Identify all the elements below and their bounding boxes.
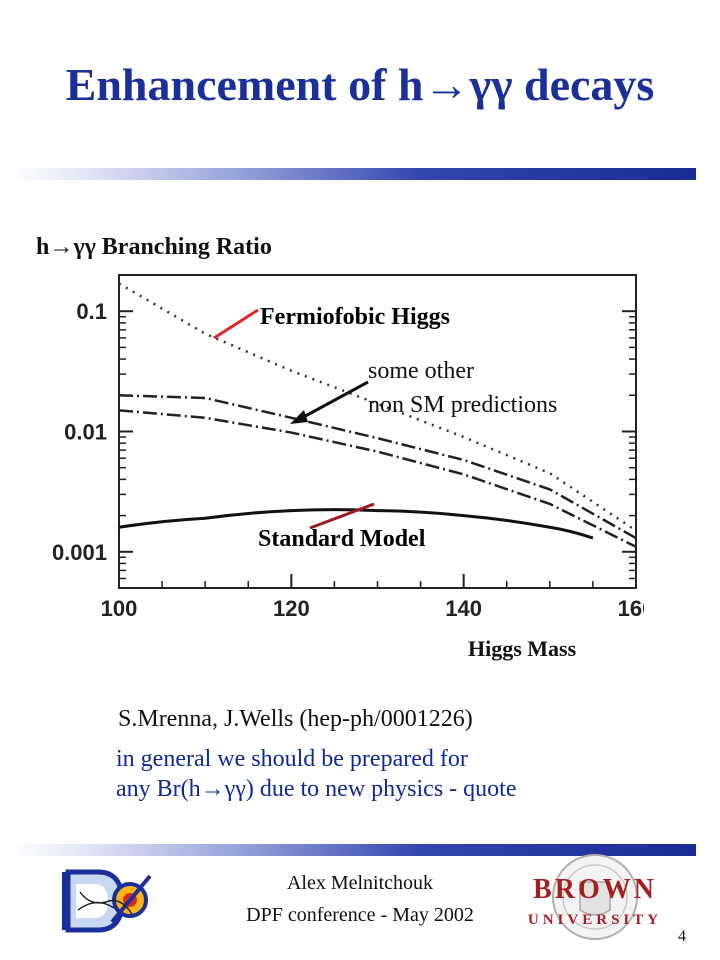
x-tick-label: 160 xyxy=(618,596,644,621)
x-tick-label: 120 xyxy=(273,596,310,621)
y-tick-label: 0.1 xyxy=(76,299,107,324)
other-predictions-arrowhead xyxy=(290,410,308,424)
slide-title: Enhancement of h→γγ decays xyxy=(65,59,655,110)
standard-model-series-line xyxy=(118,508,594,540)
bottom-divider xyxy=(12,844,696,856)
quote-note: any Br(h→γγ) due to new physics - quote xyxy=(116,776,517,802)
plot-area: 0.1 0.01 0.001 100 120 140 160 Fermiofobic Hig… xyxy=(14,270,654,630)
svg-text:UNIVERSITY: UNIVERSITY xyxy=(528,912,662,928)
x-axis-label: Higgs Mass xyxy=(468,636,577,661)
footer-author: Alex Melnitchouk xyxy=(286,872,434,894)
y-tick-label: 0.001 xyxy=(52,540,107,565)
other-predictions-line1: some other xyxy=(368,358,474,384)
general-note: in general we should be prepared for xyxy=(116,746,468,772)
footer-conference: DPF conference - May 2002 xyxy=(246,904,474,926)
plot-title: h→γγ Branching Ratio xyxy=(36,234,272,260)
standard-model-arrow xyxy=(309,502,375,530)
branching-ratio-chart: 0.1 0.01 0.001 100 120 140 160 xyxy=(52,274,654,621)
other-series-line-2 xyxy=(118,409,637,548)
fermiophobic-label: Fermiofobic Higgs xyxy=(260,304,450,330)
other-series-line-1 xyxy=(118,394,637,540)
x-tick-label: 100 xyxy=(101,596,138,621)
d0-logo-icon xyxy=(62,869,152,933)
brown-university-logo-icon: BROWN UNIVERSITY xyxy=(528,854,662,940)
other-predictions-line2: non SM predictions xyxy=(368,392,558,418)
x-tick-label: 140 xyxy=(445,596,482,621)
top-divider xyxy=(12,168,696,180)
svg-text:BROWN: BROWN xyxy=(533,874,657,905)
page-number: 4 xyxy=(678,928,686,945)
y-tick-label: 0.01 xyxy=(64,420,107,445)
other-predictions-arrow xyxy=(297,380,369,422)
fermiophobic-arrow xyxy=(213,308,259,340)
standard-model-label: Standard Model xyxy=(258,526,426,552)
reference-citation: S.Mrenna, J.Wells (hep-ph/0001226) xyxy=(118,706,473,732)
